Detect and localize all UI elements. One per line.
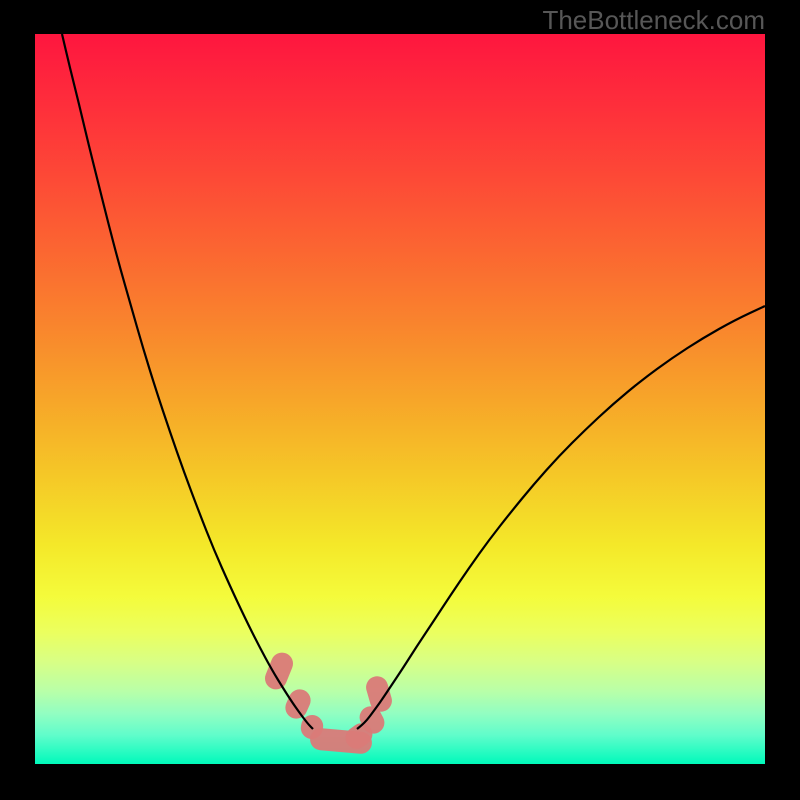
curves-layer: [35, 34, 765, 764]
curve-right: [357, 306, 765, 729]
canvas: TheBottleneck.com: [0, 0, 800, 800]
plot-area: [35, 34, 765, 764]
baseline-dots: [262, 649, 395, 754]
curve-left: [62, 34, 313, 729]
watermark-text: TheBottleneck.com: [542, 5, 765, 36]
